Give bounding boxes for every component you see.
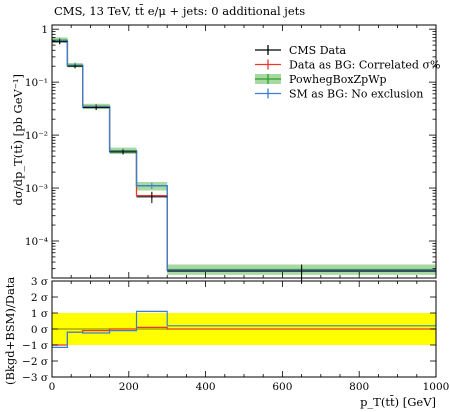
ratio-y-tick-label: 3 σ	[31, 276, 48, 288]
main-plot: 10⁻⁴ 10⁻³ 10⁻² 10⁻¹ 1	[25, 24, 437, 284]
ratio-y-axis-label: (Bkgd+BSM)/Data	[3, 277, 17, 385]
legend-entry-label: PowhegBoxZpWp	[289, 73, 387, 86]
ratio-plot: 0 200 400 600 800 1000 −3 σ −2 σ −1 σ 0 σ 1 σ 2 σ 3…	[22, 276, 449, 393]
y-tick-label: 1	[41, 24, 48, 36]
ratio-y-tick-label: 0 σ	[31, 324, 48, 336]
y-tick-label: 10⁻²	[25, 130, 48, 142]
legend-entry-label: Data as BG: Correlated σ%	[289, 59, 440, 72]
y-tick-label: 10⁻¹	[25, 77, 48, 89]
ratio-x-ticks: 0 200 400 600 800 1000	[49, 281, 450, 393]
y-tick-label: 10⁻⁴	[25, 236, 48, 248]
x-axis-label: p_T(tt̄) [GeV]	[360, 395, 436, 409]
chart-title: CMS, 13 TeV, tt̄ e/μ + jets: 0 additiona…	[54, 4, 305, 18]
x-tick-label: 600	[272, 381, 292, 393]
legend-entry-label: SM as BG: No exclusion	[289, 88, 423, 101]
ratio-y-ticks: −3 σ −2 σ −1 σ 0 σ 1 σ 2 σ 3 σ	[22, 276, 436, 384]
data-points	[52, 39, 436, 284]
y-tick-label: 10⁻³	[25, 183, 48, 195]
sm-as-bg-ratio	[52, 310, 436, 348]
main-y-ticks: 10⁻⁴ 10⁻³ 10⁻² 10⁻¹ 1	[25, 24, 436, 279]
legend-entry-label: CMS Data	[289, 44, 347, 57]
x-tick-label: 0	[49, 381, 56, 393]
legend: CMS Data Data as BG: Correlated σ%PowhegB…	[255, 44, 440, 101]
x-tick-label: 800	[349, 381, 369, 393]
x-tick-label: 1000	[423, 381, 450, 393]
ratio-histograms	[52, 310, 436, 348]
sm-as-bg-histogram	[52, 40, 436, 271]
ratio-y-tick-label: 1 σ	[31, 308, 48, 320]
x-tick-label: 400	[196, 381, 216, 393]
main-x-ticks	[51, 25, 437, 278]
x-tick-label: 200	[119, 381, 139, 393]
main-y-axis-label: dσ/dp_T(tt̄) [pb GeV⁻¹]	[11, 74, 25, 205]
ratio-y-tick-label: −3 σ	[22, 372, 48, 384]
ratio-y-tick-label: −2 σ	[22, 356, 48, 368]
ratio-y-tick-label: −1 σ	[22, 340, 48, 352]
ratio-y-tick-label: 2 σ	[31, 292, 48, 304]
